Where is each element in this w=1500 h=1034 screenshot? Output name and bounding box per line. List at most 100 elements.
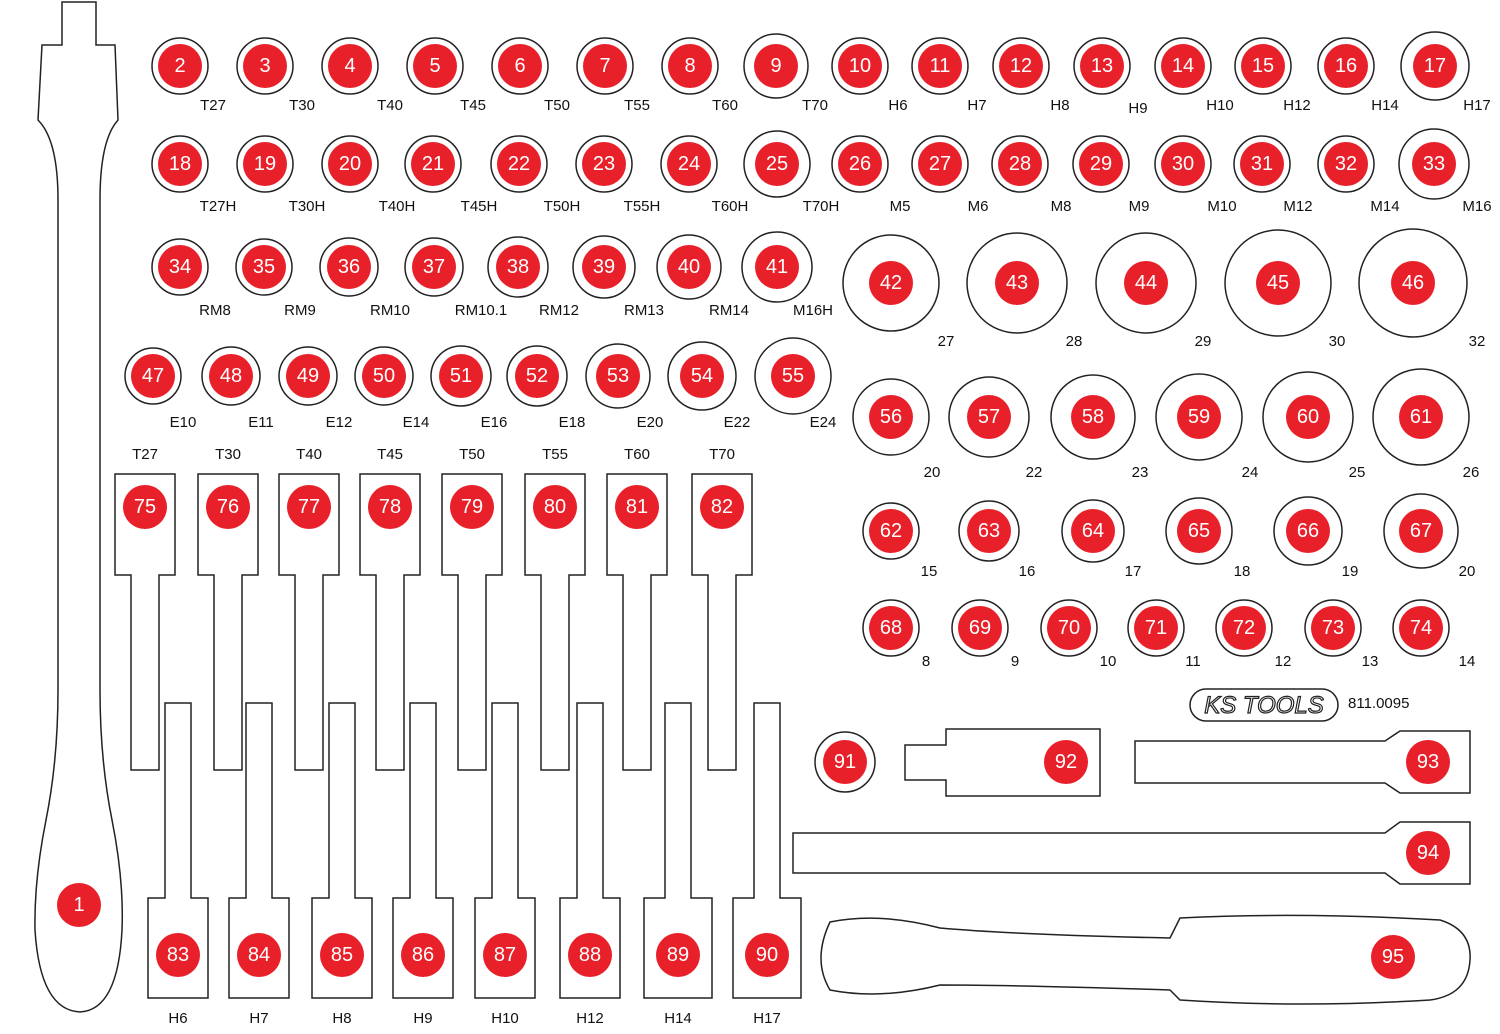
socket-slot-25[interactable]: 25 T70H (743, 130, 839, 215)
socket-slot-36[interactable]: 36 RM10 (319, 237, 410, 319)
socket-slot-20[interactable]: 20 T40H (321, 135, 415, 215)
socket-slot-70[interactable]: 70 10 (1040, 599, 1116, 670)
socket-slot-37[interactable]: 37 RM10.1 (404, 237, 507, 319)
socket-slot-50[interactable]: 50 E14 (354, 346, 429, 431)
socket-slot-62[interactable]: 62 15 (862, 502, 937, 580)
socket-slot-22[interactable]: 22 T50H (490, 135, 580, 215)
socket-slot-10[interactable]: 10 H6 (831, 37, 908, 114)
socket-slot-18[interactable]: 18 T27H (151, 135, 236, 215)
bit-slot-84[interactable]: 84 H7 (228, 702, 290, 1027)
bit-slot-81[interactable]: 81 T60 (606, 446, 668, 771)
socket-slot-59[interactable]: 59 24 (1155, 373, 1258, 481)
socket-slot-9[interactable]: 9 T70 (743, 33, 828, 114)
socket-slot-71[interactable]: 71 11 (1127, 599, 1201, 670)
socket-slot-13[interactable]: 13 H9 (1073, 37, 1148, 117)
socket-slot-26[interactable]: 26 M5 (831, 135, 910, 215)
bit-slot-80[interactable]: 80 T55 (524, 446, 586, 771)
socket-slot-7[interactable]: 7 T55 (576, 37, 650, 114)
socket-slot-27[interactable]: 27 M6 (911, 135, 988, 215)
socket-slot-68[interactable]: 68 8 (862, 599, 930, 670)
socket-slot-73[interactable]: 73 13 (1304, 599, 1378, 670)
bit-slot-87[interactable]: 87 H10 (474, 702, 536, 1027)
socket-slot-17[interactable]: 17 H17 (1400, 31, 1491, 114)
socket-slot-38[interactable]: 38 RM12 (487, 236, 579, 319)
socket-slot-41[interactable]: 41 M16H (741, 231, 833, 319)
socket-slot-5[interactable]: 5 T45 (406, 37, 486, 114)
socket-slot-56[interactable]: 56 20 (852, 378, 940, 481)
socket-slot-74[interactable]: 74 14 (1392, 599, 1475, 670)
socket-slot-64[interactable]: 64 17 (1061, 499, 1141, 580)
bit-slot-88[interactable]: 88 H12 (559, 702, 621, 1027)
bit-slot-90[interactable]: 90 H17 (732, 702, 802, 1027)
socket-slot-45[interactable]: 45 30 (1224, 229, 1345, 350)
socket-slot-31[interactable]: 31 M12 (1233, 135, 1313, 215)
socket-slot-91[interactable]: 91 (814, 731, 876, 793)
socket-slot-40[interactable]: 40 RM14 (656, 234, 749, 319)
socket-slot-58[interactable]: 58 23 (1050, 374, 1148, 481)
bit-slot-79[interactable]: 79 T50 (441, 446, 503, 771)
socket-slot-8[interactable]: 8 T60 (661, 37, 738, 114)
bit-slot-75[interactable]: 75 T27 (114, 446, 176, 771)
socket-slot-4[interactable]: 4 T40 (321, 37, 403, 114)
size-label: M16H (793, 302, 833, 319)
socket-slot-32[interactable]: 32 M14 (1317, 135, 1400, 215)
socket-slot-53[interactable]: 53 E20 (585, 343, 663, 431)
bit-slot-85[interactable]: 85 H8 (311, 702, 373, 1027)
screwdriver-handle-slot[interactable]: 1 (34, 1, 124, 1013)
bit-slot-83[interactable]: 83 H6 (147, 702, 209, 1027)
socket-slot-3[interactable]: 3 T30 (236, 37, 315, 114)
socket-slot-55[interactable]: 55 E24 (754, 337, 836, 431)
socket-slot-48[interactable]: 48 E11 (201, 346, 274, 431)
socket-slot-11[interactable]: 11 H7 (911, 37, 987, 114)
socket-slot-15[interactable]: 15 H12 (1234, 37, 1311, 114)
socket-slot-65[interactable]: 65 18 (1165, 497, 1250, 580)
socket-slot-61[interactable]: 61 26 (1372, 368, 1479, 481)
socket-slot-16[interactable]: 16 H14 (1317, 37, 1399, 114)
socket-slot-33[interactable]: 33 M16 (1398, 128, 1492, 215)
socket-slot-6[interactable]: 6 T50 (491, 37, 570, 114)
socket-slot-30[interactable]: 30 M10 (1154, 135, 1237, 215)
socket-slot-34[interactable]: 34 RM8 (151, 238, 231, 319)
socket-slot-46[interactable]: 46 32 (1358, 228, 1485, 350)
socket-slot-14[interactable]: 14 H10 (1154, 37, 1234, 114)
socket-slot-28[interactable]: 28 M8 (991, 135, 1071, 215)
adapter-slot[interactable]: 92 (904, 728, 1101, 797)
socket-slot-63[interactable]: 63 16 (958, 500, 1035, 580)
socket-slot-39[interactable]: 39 RM13 (572, 235, 664, 319)
socket-slot-51[interactable]: 51 E16 (430, 345, 507, 431)
socket-slot-66[interactable]: 66 19 (1273, 496, 1358, 580)
socket-slot-2[interactable]: 2 T27 (151, 37, 226, 114)
bit-outline (278, 473, 340, 771)
bit-slot-77[interactable]: 77 T40 (278, 446, 340, 771)
socket-slot-52[interactable]: 52 E18 (506, 345, 585, 431)
bit-slot-86[interactable]: 86 H9 (392, 702, 454, 1027)
socket-slot-60[interactable]: 60 25 (1262, 371, 1365, 481)
number-marker (1406, 831, 1450, 875)
socket-slot-47[interactable]: 47 E10 (124, 347, 196, 431)
socket-slot-72[interactable]: 72 12 (1215, 599, 1291, 670)
socket-slot-24[interactable]: 24 T60H (660, 135, 748, 215)
ratchet-slot[interactable]: 95 (820, 914, 1471, 1005)
socket-slot-23[interactable]: 23 T55H (575, 135, 660, 215)
socket-slot-12[interactable]: 12 H8 (992, 37, 1070, 114)
socket-slot-44[interactable]: 44 29 (1095, 232, 1211, 350)
size-label: H8 (332, 1010, 351, 1027)
extension-short-slot[interactable]: 93 (1134, 730, 1471, 794)
bit-slot-82[interactable]: 82 T70 (691, 446, 753, 771)
socket-slot-57[interactable]: 57 22 (948, 376, 1042, 481)
socket-slot-54[interactable]: 54 E22 (667, 341, 750, 431)
bit-slot-78[interactable]: 78 T45 (359, 446, 421, 771)
socket-slot-42[interactable]: 42 27 (842, 234, 954, 350)
bit-slot-89[interactable]: 89 H14 (643, 702, 713, 1027)
item-number: 47 (142, 365, 164, 387)
socket-slot-69[interactable]: 69 9 (951, 599, 1019, 670)
socket-slot-67[interactable]: 67 20 (1383, 493, 1475, 580)
socket-slot-35[interactable]: 35 RM9 (235, 238, 316, 319)
socket-slot-21[interactable]: 21 T45H (404, 135, 497, 215)
bit-slot-76[interactable]: 76 T30 (197, 446, 259, 771)
socket-slot-49[interactable]: 49 E12 (278, 346, 352, 431)
socket-slot-29[interactable]: 29 M9 (1072, 135, 1149, 215)
socket-slot-19[interactable]: 19 T30H (236, 135, 325, 215)
extension-long-slot[interactable]: 94 (792, 821, 1471, 885)
socket-slot-43[interactable]: 43 28 (966, 232, 1082, 350)
